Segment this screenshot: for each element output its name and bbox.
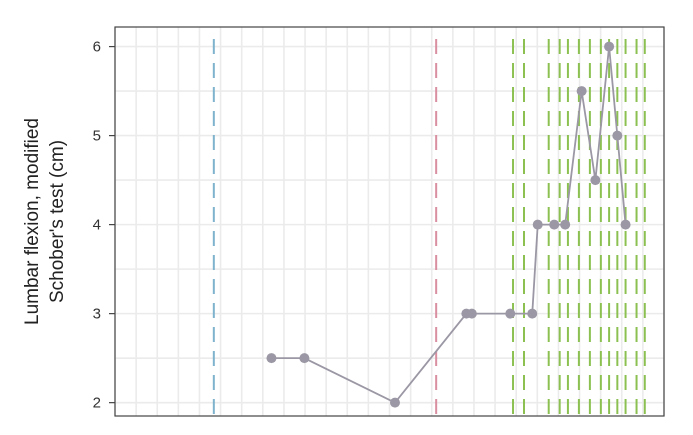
data-point bbox=[505, 308, 516, 319]
y-tick-label: 6 bbox=[93, 39, 101, 56]
data-point bbox=[620, 219, 631, 230]
data-point bbox=[560, 219, 571, 230]
data-point bbox=[612, 130, 623, 141]
y-tick-label: 5 bbox=[93, 128, 101, 145]
y-axis-title-line-2: Schober's test (cm) bbox=[47, 140, 68, 303]
data-point bbox=[576, 86, 587, 97]
grid bbox=[114, 27, 665, 416]
data-point bbox=[590, 175, 601, 186]
y-axis-title: Lumbar flexion, modified Schober's test … bbox=[22, 118, 68, 325]
y-axis-ticks: 2 3 4 5 6 bbox=[93, 39, 115, 412]
y-axis-title-line-1: Lumbar flexion, modified bbox=[22, 118, 43, 325]
series bbox=[266, 41, 631, 408]
data-point bbox=[604, 41, 615, 52]
data-point bbox=[549, 219, 560, 230]
y-tick-label: 4 bbox=[93, 217, 101, 234]
y-tick-label: 2 bbox=[93, 395, 101, 412]
data-point bbox=[532, 219, 543, 230]
y-tick-label: 3 bbox=[93, 306, 101, 323]
plot-frame bbox=[114, 26, 665, 417]
data-point bbox=[466, 308, 477, 319]
data-point bbox=[527, 308, 538, 319]
data-point bbox=[389, 397, 400, 408]
reference-lines bbox=[212, 39, 646, 416]
data-point bbox=[299, 353, 310, 364]
data-point bbox=[266, 353, 277, 364]
